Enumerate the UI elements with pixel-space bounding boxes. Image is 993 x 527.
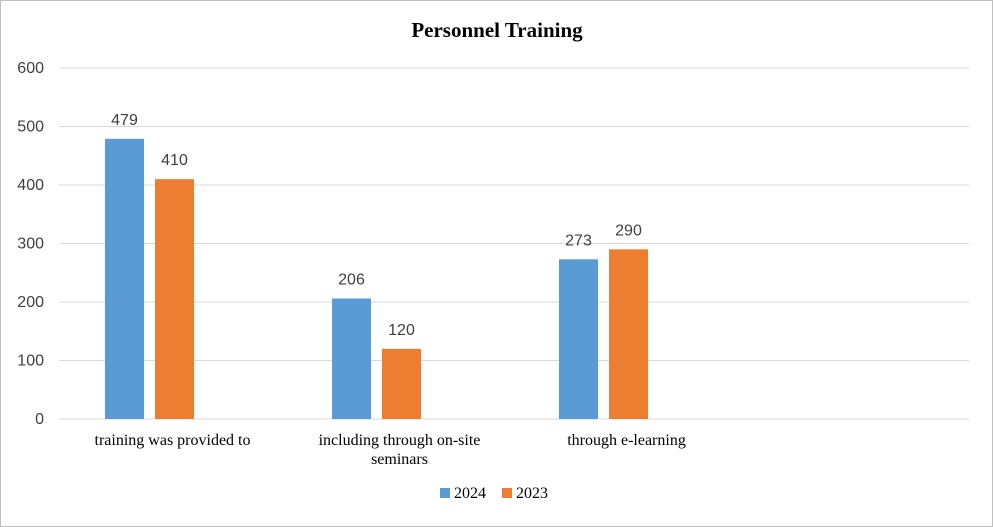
y-tick-label: 100 — [17, 353, 44, 370]
y-tick-label: 0 — [35, 411, 44, 428]
data-labels: 479 410 206 120 273 290 — [111, 112, 642, 339]
chart-title: Personnel Training — [411, 18, 583, 42]
gridlines — [59, 67, 969, 420]
legend-swatch-2023 — [502, 488, 512, 498]
bars — [105, 138, 648, 419]
data-label: 410 — [161, 152, 188, 169]
legend-label: 2024 — [454, 485, 486, 502]
bar-2024-1 — [332, 298, 371, 419]
data-label: 290 — [615, 222, 642, 239]
legend: 2024 2023 — [440, 485, 548, 502]
data-label: 273 — [565, 232, 592, 249]
legend-label: 2023 — [516, 485, 548, 502]
bar-2024-0 — [105, 138, 144, 419]
y-tick-label: 400 — [17, 177, 44, 194]
x-axis-categories: training was provided to including throug… — [95, 432, 686, 468]
bar-2024-2 — [559, 259, 598, 419]
y-axis-ticks: 0 100 200 300 400 500 600 — [17, 60, 44, 428]
y-tick-label: 500 — [17, 119, 44, 136]
y-tick-label: 200 — [17, 294, 44, 311]
data-label: 479 — [111, 112, 138, 129]
bar-2023-2 — [609, 249, 648, 419]
legend-swatch-2024 — [440, 488, 450, 498]
data-label: 206 — [338, 271, 365, 288]
y-tick-label: 600 — [17, 60, 44, 77]
category-label: through e-learning — [567, 432, 686, 449]
category-label: seminars — [371, 451, 428, 468]
bar-2023-0 — [155, 179, 194, 419]
bar-2023-1 — [382, 348, 421, 419]
category-label: including through on-site — [319, 432, 481, 449]
y-tick-label: 300 — [17, 236, 44, 253]
data-label: 120 — [388, 322, 415, 339]
category-label: training was provided to — [95, 432, 251, 449]
